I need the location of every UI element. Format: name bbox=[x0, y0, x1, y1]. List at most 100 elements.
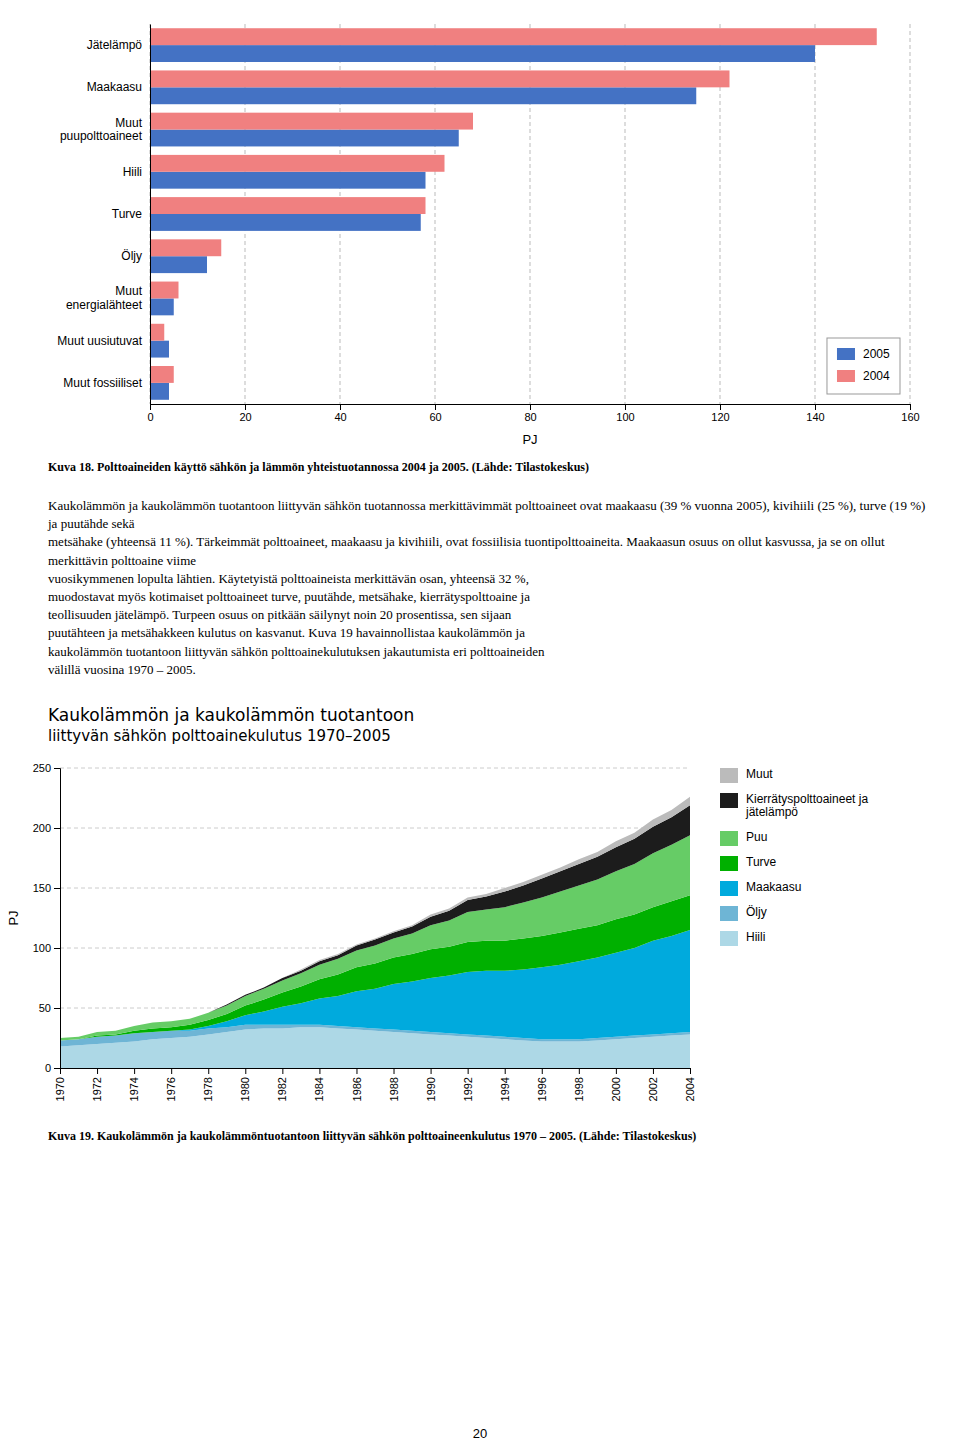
bar bbox=[150, 197, 426, 214]
tick-mark bbox=[720, 404, 721, 410]
tick-label: 1982 bbox=[276, 1077, 288, 1101]
area bbox=[60, 805, 690, 1038]
tick: 1998 bbox=[573, 1068, 585, 1101]
tick: 40 bbox=[334, 404, 346, 423]
tick-label: Jätelämpö bbox=[87, 38, 143, 52]
legend-swatch bbox=[720, 856, 738, 871]
tick: 2000 bbox=[610, 1068, 622, 1101]
bar bbox=[150, 383, 169, 400]
tick-label: 100 bbox=[33, 942, 51, 954]
tick-mark bbox=[542, 1068, 543, 1074]
tick: 2002 bbox=[647, 1068, 659, 1101]
tick-label: 200 bbox=[33, 822, 51, 834]
bar-series bbox=[150, 45, 815, 400]
tick-mark bbox=[208, 1068, 209, 1074]
plot: 1970197219741976197819801982198419861988… bbox=[6, 762, 868, 1101]
bars bbox=[150, 28, 877, 400]
tick-mark bbox=[54, 948, 60, 949]
tick-label: 250 bbox=[33, 762, 51, 774]
bar bbox=[150, 87, 696, 104]
tick: 1976 bbox=[165, 1068, 177, 1101]
tick-label: 100 bbox=[616, 411, 634, 423]
tick-mark bbox=[319, 1068, 320, 1074]
tick-label: 2004 bbox=[684, 1077, 696, 1101]
tick-mark bbox=[150, 404, 151, 410]
legend-swatch bbox=[720, 931, 738, 946]
text-line: Muut uusiutuvat bbox=[57, 334, 142, 348]
text-line: Hiili bbox=[123, 165, 142, 179]
text-line: Maakaasu bbox=[746, 879, 801, 893]
tick-mark bbox=[54, 768, 60, 769]
tick-mark bbox=[54, 888, 60, 889]
legend-label: 2004 bbox=[863, 369, 890, 383]
plot: 020406080100120140160JätelämpöMaakaasuMu… bbox=[57, 24, 919, 447]
tick: Muutpuupolttoaineet bbox=[60, 115, 143, 143]
tick: Muut uusiutuvat bbox=[57, 334, 142, 348]
tick-mark bbox=[282, 1068, 283, 1074]
tick-label: 1994 bbox=[499, 1077, 511, 1101]
tick-mark bbox=[54, 1008, 60, 1009]
page: 020406080100120140160JätelämpöMaakaasuMu… bbox=[0, 0, 960, 1455]
legend-item: 2005 bbox=[837, 347, 890, 361]
text-line: puupolttoaineet bbox=[60, 129, 143, 143]
page-number: 20 bbox=[0, 1426, 960, 1441]
bar bbox=[150, 70, 730, 87]
bar bbox=[150, 282, 179, 299]
legend-box bbox=[827, 338, 900, 394]
tick-label: Muut uusiutuvat bbox=[57, 334, 142, 348]
tick: 20 bbox=[239, 404, 251, 423]
caption: Kuva 18. Polttoaineiden käyttö sähkön ja… bbox=[48, 460, 920, 475]
body-line: Kaukolämmön ja kaukolämmön tuotantoon li… bbox=[48, 497, 930, 533]
bar bbox=[150, 155, 445, 172]
axis-line bbox=[150, 25, 151, 405]
tick: 2004 bbox=[684, 1068, 696, 1101]
axis-line bbox=[61, 1068, 691, 1074]
tick-label: Hiili bbox=[123, 165, 142, 179]
axis-line bbox=[54, 768, 61, 1068]
tick-label: 120 bbox=[711, 411, 729, 423]
tick: 120 bbox=[711, 404, 729, 423]
tick-mark bbox=[653, 1068, 654, 1074]
tick-label: Maakaasu bbox=[87, 80, 142, 94]
chart-title: Kaukolämmön ja kaukolämmön tuotantoon bbox=[48, 705, 930, 725]
legend-label: Kierrätyspolttoaineet jajätelämpö bbox=[745, 791, 868, 819]
tick-mark bbox=[431, 1068, 432, 1074]
tick-mark bbox=[505, 1068, 506, 1074]
tick-mark bbox=[815, 404, 816, 410]
tick: 140 bbox=[806, 404, 824, 423]
tick: 0 bbox=[45, 1062, 60, 1074]
text-line: Muut fossiiliset bbox=[63, 376, 142, 390]
legend: 2005 2004 bbox=[827, 338, 900, 394]
tick: 1974 bbox=[128, 1068, 140, 1101]
tick-label: 40 bbox=[334, 411, 346, 423]
legend-swatch bbox=[720, 768, 738, 783]
tick: Muutenergialähteet bbox=[66, 284, 143, 312]
axis-line bbox=[151, 405, 911, 411]
tick-label: 160 bbox=[901, 411, 919, 423]
tick: Jätelämpö bbox=[87, 38, 143, 52]
legend-swatch bbox=[720, 831, 738, 846]
text-line: Hiili bbox=[746, 929, 765, 943]
x-axis: 1970197219741976197819801982198419861988… bbox=[54, 1068, 696, 1101]
legend-swatch bbox=[837, 348, 855, 360]
tick-label: 1976 bbox=[165, 1077, 177, 1101]
text-line: Muut bbox=[746, 766, 773, 780]
tick: 60 bbox=[429, 404, 441, 423]
tick-label: 2000 bbox=[610, 1077, 622, 1101]
bar bbox=[150, 324, 164, 341]
bar-series bbox=[150, 28, 877, 383]
bar bbox=[150, 172, 426, 189]
tick: Maakaasu bbox=[87, 80, 142, 94]
text-line: Turve bbox=[746, 854, 777, 868]
bar bbox=[150, 45, 815, 62]
legend-label: Öljy bbox=[746, 904, 767, 918]
text-line: Maakaasu bbox=[87, 80, 142, 94]
tick: 1986 bbox=[350, 1068, 362, 1101]
tick-label: 1996 bbox=[536, 1077, 548, 1101]
tick-label: 1988 bbox=[388, 1077, 400, 1101]
legend-swatch bbox=[720, 906, 738, 921]
tick-label: 1992 bbox=[462, 1077, 474, 1101]
bar bbox=[150, 341, 169, 358]
tick: 100 bbox=[33, 942, 60, 954]
text-line: Muut bbox=[115, 115, 142, 129]
